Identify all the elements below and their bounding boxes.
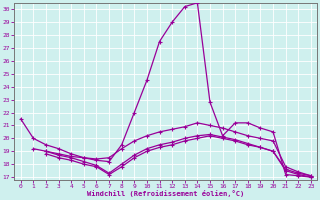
X-axis label: Windchill (Refroidissement éolien,°C): Windchill (Refroidissement éolien,°C) (87, 190, 244, 197)
